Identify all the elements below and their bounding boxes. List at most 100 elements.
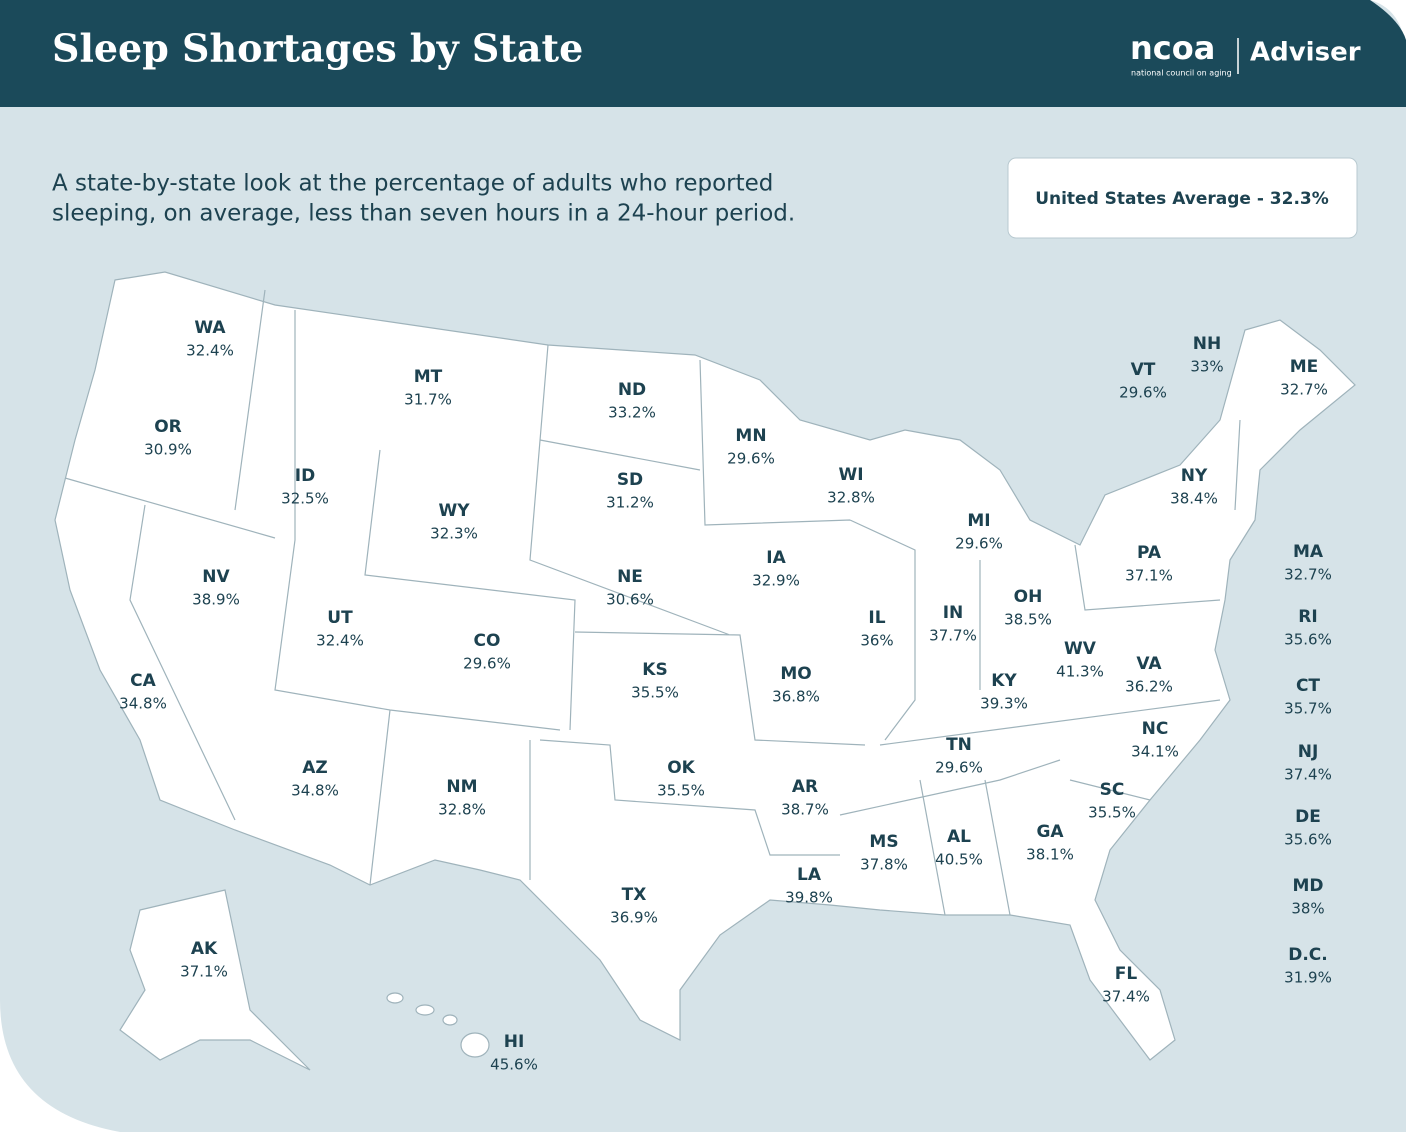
state-value: 37.7% <box>929 627 977 645</box>
state-value: 37.1% <box>1125 567 1173 585</box>
state-value: 36.2% <box>1125 678 1173 696</box>
state-code: ME <box>1290 357 1319 377</box>
state-value: 39.8% <box>785 889 833 907</box>
state-code: ND <box>618 380 646 400</box>
state-value: 38% <box>1291 900 1324 918</box>
state-code: SD <box>617 470 643 490</box>
average-label: United States Average - 32.3% <box>1035 189 1329 209</box>
state-value: 33% <box>1190 358 1223 376</box>
average-box <box>1007 157 1358 239</box>
state-code: MA <box>1293 542 1324 562</box>
state-code: D.C. <box>1288 945 1328 965</box>
state-value: 32.8% <box>438 801 486 819</box>
hawaii-island <box>415 1004 435 1016</box>
state-value: 45.6% <box>490 1056 538 1074</box>
state-code: AK <box>191 939 218 959</box>
title: Sleep Shortages by State <box>52 26 583 71</box>
state-code: CO <box>474 631 501 651</box>
state-value: 37.4% <box>1284 766 1332 784</box>
state-value: 31.7% <box>404 391 452 409</box>
state-code: AL <box>947 827 971 847</box>
logo-subtitle: national council on aging <box>1131 69 1232 78</box>
subtitle-line: sleeping, on average, less than seven ho… <box>52 201 795 227</box>
state-code: HI <box>504 1032 525 1052</box>
subtitle-line: A state-by-state look at the percentage … <box>52 171 773 197</box>
header-bar <box>0 0 1406 107</box>
state-code: NV <box>202 567 230 587</box>
state-value: 34.8% <box>119 695 167 713</box>
brand: Adviser <box>1250 38 1361 68</box>
state-value: 41.3% <box>1056 663 1104 681</box>
state-code: MD <box>1292 876 1323 896</box>
state-value: 29.6% <box>935 759 983 777</box>
state-code: NM <box>446 777 477 797</box>
logo: ncoa <box>1130 29 1215 67</box>
state-value: 38.7% <box>781 801 829 819</box>
state-code: UT <box>327 608 353 628</box>
state-code: FL <box>1115 964 1138 984</box>
state-value: 32.7% <box>1284 566 1332 584</box>
state-code: TN <box>946 735 972 755</box>
state-value: 32.5% <box>281 490 329 508</box>
state-value: 29.6% <box>955 535 1003 553</box>
state-code: WY <box>438 501 470 521</box>
state-code: LA <box>797 865 822 885</box>
state-value: 38.5% <box>1004 611 1052 629</box>
state-code: VA <box>1136 654 1162 674</box>
state-code: OK <box>667 758 695 778</box>
state-code: AR <box>792 777 818 797</box>
state-code: WA <box>194 318 226 338</box>
state-value: 35.7% <box>1284 700 1332 718</box>
state-value: 37.4% <box>1102 988 1150 1006</box>
state-value: 40.5% <box>935 851 983 869</box>
hawaii-island <box>386 992 404 1004</box>
state-code: WI <box>838 465 863 485</box>
state-value: 32.9% <box>752 572 800 590</box>
state-labels: WA 32.4% OR 30.9% CA 34.8% NV 38.9% ID 32.5% MT 31.… <box>119 318 1332 1074</box>
state-code: NE <box>617 567 643 587</box>
state-value: 36.9% <box>610 909 658 927</box>
state-value: 38.1% <box>1026 846 1074 864</box>
state-value: 30.6% <box>606 591 654 609</box>
state-code: VT <box>1131 360 1156 380</box>
state-code: NC <box>1142 719 1169 739</box>
state-value: 32.7% <box>1280 381 1328 399</box>
state-value: 34.8% <box>291 782 339 800</box>
map <box>54 271 1356 1071</box>
state-code: MI <box>967 511 990 531</box>
state-value: 33.2% <box>608 404 656 422</box>
state-value: 31.2% <box>606 494 654 512</box>
state-value: 36.8% <box>772 688 820 706</box>
state-value: 35.5% <box>657 782 705 800</box>
state-code: NJ <box>1298 742 1319 762</box>
state-code: IA <box>766 548 786 568</box>
state-borders <box>64 289 1241 916</box>
state-value: 30.9% <box>144 441 192 459</box>
state-code: GA <box>1036 822 1064 842</box>
alaska <box>119 889 311 1071</box>
state-value: 35.6% <box>1284 631 1332 649</box>
state-value: 37.1% <box>180 963 228 981</box>
state-code: MN <box>735 426 766 446</box>
state-value: 39.3% <box>980 695 1028 713</box>
hawaii-island <box>460 1032 490 1058</box>
state-code: KS <box>642 660 667 680</box>
hawaii-island <box>442 1014 458 1026</box>
state-code: NH <box>1193 334 1221 354</box>
state-code: CT <box>1296 676 1320 696</box>
state-value: 38.4% <box>1170 490 1218 508</box>
state-code: OR <box>154 417 182 437</box>
state-code: KY <box>991 671 1017 691</box>
state-code: ID <box>295 466 315 486</box>
state-code: CA <box>130 671 156 691</box>
state-value: 36% <box>860 632 893 650</box>
state-code: MT <box>414 367 443 387</box>
state-code: TX <box>622 885 647 905</box>
state-value: 29.6% <box>1119 384 1167 402</box>
state-value: 32.4% <box>316 632 364 650</box>
lower-48 <box>54 271 1356 1061</box>
state-value: 29.6% <box>463 655 511 673</box>
state-code: RI <box>1298 607 1317 627</box>
state-code: PA <box>1137 543 1162 563</box>
state-code: AZ <box>302 758 327 778</box>
